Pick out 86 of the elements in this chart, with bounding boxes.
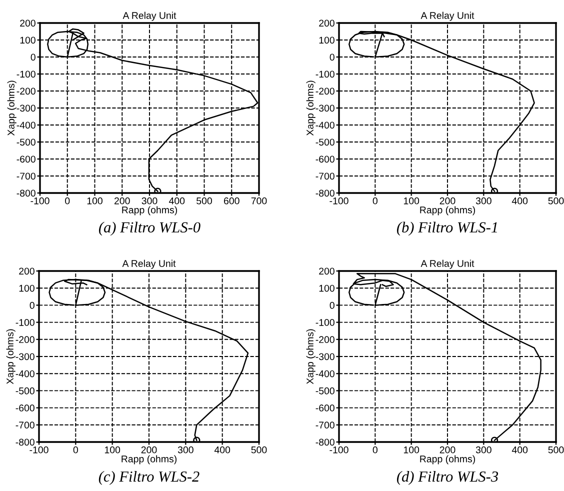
x-tick-label: 200 bbox=[440, 446, 456, 454]
y-tick-label: -500 bbox=[316, 138, 334, 146]
y-tick-label: 200 bbox=[19, 268, 34, 275]
y-axis-title: Xapp (ohms) bbox=[306, 80, 316, 136]
x-tick-label: 300 bbox=[476, 446, 492, 454]
x-tick-label: 700 bbox=[251, 197, 267, 204]
y-tick-label: -100 bbox=[316, 319, 334, 326]
y-tick-label: 200 bbox=[319, 268, 334, 275]
x-tick-label: 400 bbox=[168, 197, 185, 204]
y-tick-label: -400 bbox=[316, 370, 334, 378]
x-tick-label: 0 bbox=[372, 197, 378, 204]
x-tick-label: 100 bbox=[404, 197, 420, 204]
chart-title: A Relay Unit bbox=[420, 12, 474, 21]
x-axis-title: Rapp (ohms) bbox=[122, 206, 177, 216]
x-tick-label: 200 bbox=[114, 197, 130, 204]
x-tick-label: 300 bbox=[142, 197, 158, 204]
x-tick-label: 0 bbox=[65, 197, 70, 204]
y-tick-label: -600 bbox=[316, 404, 334, 412]
y-tick-label: -300 bbox=[16, 353, 34, 360]
x-tick-label: 400 bbox=[214, 446, 230, 454]
y-axis-title: Xapp (ohms) bbox=[7, 80, 16, 136]
x-tick-label: 300 bbox=[178, 446, 194, 454]
y-tick-label: 200 bbox=[319, 20, 334, 27]
x-tick-label: 100 bbox=[87, 197, 102, 204]
text: (c) Filtro WLS-2 bbox=[98, 470, 200, 485]
y-tick-label: 100 bbox=[19, 284, 34, 292]
x-tick-label: 500 bbox=[196, 197, 212, 204]
y-tick-label: -500 bbox=[316, 387, 334, 394]
y-tick-label: -500 bbox=[16, 138, 36, 146]
text: (d) Filtro WLS-3 bbox=[396, 470, 498, 485]
y-tick-label: -200 bbox=[316, 88, 334, 95]
y-tick-label: -400 bbox=[16, 122, 36, 129]
y-tick-label: 0 bbox=[330, 302, 334, 309]
y-tick-label: 100 bbox=[20, 36, 36, 44]
y-tick-label: -400 bbox=[316, 122, 334, 129]
y-tick-label: -200 bbox=[16, 88, 36, 95]
x-tick-label: 200 bbox=[440, 197, 456, 204]
y-tick-label: -300 bbox=[16, 104, 36, 112]
x-tick-label: 100 bbox=[404, 446, 420, 454]
y-tick-label: -500 bbox=[16, 387, 34, 394]
x-tick-label: 500 bbox=[251, 446, 267, 454]
text: (b) Filtro WLS-1 bbox=[396, 222, 497, 236]
y-tick-label: -800 bbox=[316, 438, 334, 446]
x-axis-title: Rapp (ohms) bbox=[420, 455, 475, 464]
chart-title: A Relay Unit bbox=[122, 260, 176, 269]
chart-title: A Relay Unit bbox=[122, 12, 176, 21]
y-tick-label: -700 bbox=[16, 172, 36, 180]
y-tick-label: -800 bbox=[16, 190, 36, 197]
chart-title: A Relay Unit bbox=[420, 260, 474, 269]
y-tick-label: -300 bbox=[316, 104, 334, 112]
y-axis-title: Xapp (ohms) bbox=[306, 329, 316, 384]
y-tick-label: -300 bbox=[316, 353, 334, 360]
y-tick-label: 100 bbox=[319, 284, 334, 292]
x-tick-label: 500 bbox=[548, 446, 564, 454]
y-tick-label: -200 bbox=[16, 336, 34, 344]
y-tick-label: 200 bbox=[20, 20, 36, 27]
y-tick-label: -400 bbox=[16, 370, 34, 378]
y-tick-label: -100 bbox=[316, 70, 334, 78]
y-tick-label: 0 bbox=[330, 54, 334, 61]
y-tick-label: 0 bbox=[30, 302, 34, 309]
x-tick-label: 200 bbox=[141, 446, 157, 454]
y-tick-label: -700 bbox=[316, 422, 334, 429]
x-tick-label: 400 bbox=[512, 446, 528, 454]
y-tick-label: -100 bbox=[16, 319, 34, 326]
y-tick-label: -700 bbox=[16, 422, 34, 429]
x-tick-label: 300 bbox=[476, 197, 492, 204]
x-axis-title: Rapp (ohms) bbox=[420, 206, 475, 216]
x-tick-label: 0 bbox=[372, 446, 378, 454]
x-tick-label: 0 bbox=[73, 446, 78, 454]
y-tick-label: -600 bbox=[316, 156, 334, 163]
x-axis-title: Rapp (ohms) bbox=[122, 455, 176, 464]
y-axis-title: Xapp (ohms) bbox=[6, 329, 16, 384]
x-tick-label: 400 bbox=[512, 197, 528, 204]
y-tick-label: -800 bbox=[316, 190, 334, 197]
x-tick-label: 500 bbox=[548, 197, 564, 204]
x-tick-label: 600 bbox=[224, 197, 240, 204]
y-tick-label: 0 bbox=[30, 54, 36, 61]
y-tick-label: -700 bbox=[316, 172, 334, 180]
y-tick-label: -100 bbox=[16, 70, 36, 78]
text: (a) Filtro WLS-0 bbox=[98, 222, 200, 236]
x-tick-label: 100 bbox=[104, 446, 120, 454]
y-tick-label: 100 bbox=[319, 36, 334, 44]
y-tick-label: -600 bbox=[16, 156, 36, 163]
y-tick-label: -200 bbox=[316, 336, 334, 344]
y-tick-label: -600 bbox=[16, 404, 34, 412]
y-tick-label: -800 bbox=[16, 438, 34, 446]
